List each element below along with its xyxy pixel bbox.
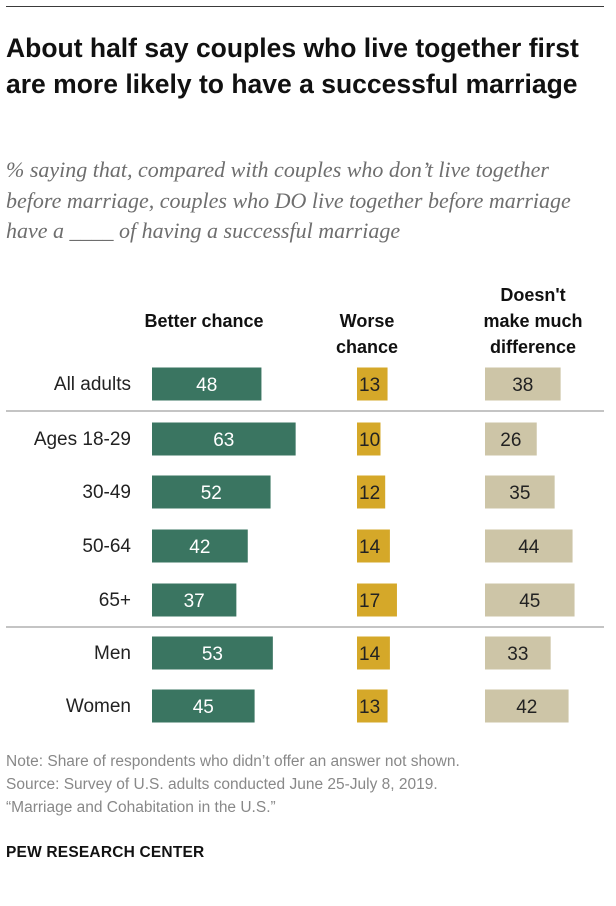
category-label: Women	[66, 696, 131, 717]
value-label-worse: 17	[359, 591, 380, 612]
chart-title: About half say couples who live together…	[6, 33, 579, 99]
bar-nodiff	[485, 529, 573, 563]
value-label-better: 42	[189, 537, 210, 558]
bar-worse	[357, 583, 397, 617]
bar-better	[152, 529, 248, 563]
bar-better	[152, 689, 255, 723]
bar-worse	[357, 422, 381, 456]
bar-better	[152, 422, 296, 456]
value-label-worse: 12	[359, 483, 380, 504]
value-label-better: 63	[213, 430, 234, 451]
value-label-worse: 10	[359, 430, 380, 451]
note-text: Note: Share of respondents who didn’t of…	[6, 753, 460, 770]
category-label: 30-49	[82, 482, 131, 503]
source-text: Source: Survey of U.S. adults conducted …	[6, 776, 438, 793]
category-label: 65+	[99, 590, 131, 611]
bar-nodiff	[485, 422, 537, 456]
value-label-nodiff: 38	[512, 375, 533, 396]
value-label-better: 37	[184, 591, 205, 612]
value-label-nodiff: 26	[500, 430, 521, 451]
bar-nodiff	[485, 367, 561, 401]
value-label-better: 45	[193, 697, 214, 718]
brand-logo-text: PEW RESEARCH CENTER	[6, 844, 205, 861]
bar-nodiff	[485, 475, 555, 509]
value-label-nodiff: 42	[516, 697, 537, 718]
bar-worse	[357, 636, 390, 670]
value-label-worse: 14	[359, 537, 381, 558]
bar-better	[152, 367, 262, 401]
top-rule	[6, 6, 604, 7]
bar-better	[152, 583, 237, 617]
bar-worse	[357, 529, 390, 563]
notes: Note: Share of respondents who didn’t of…	[6, 750, 606, 819]
bar-worse	[357, 475, 386, 509]
value-label-better: 48	[196, 375, 217, 396]
category-label: 50-64	[82, 536, 131, 557]
value-label-nodiff: 33	[507, 644, 528, 665]
value-label-worse: 14	[359, 644, 381, 665]
value-label-better: 52	[201, 483, 222, 504]
bar-worse	[357, 689, 388, 723]
category-label: Ages 18-29	[34, 429, 131, 450]
value-label-worse: 13	[359, 697, 380, 718]
value-label-nodiff: 45	[519, 591, 540, 612]
category-label: Men	[94, 643, 131, 664]
value-label-better: 53	[202, 644, 223, 665]
report-title-text: “Marriage and Cohabitation in the U.S.”	[6, 799, 276, 816]
bar-nodiff	[485, 689, 569, 723]
category-label: All adults	[54, 374, 131, 395]
bar-nodiff	[485, 636, 551, 670]
series-header-2: Worse chance	[336, 311, 398, 357]
chart-subtitle: % saying that, compared with couples who…	[6, 157, 571, 243]
value-label-worse: 13	[359, 375, 380, 396]
value-label-nodiff: 35	[509, 483, 530, 504]
bar-nodiff	[485, 583, 575, 617]
bar-better	[152, 636, 273, 670]
bar-better	[152, 475, 271, 509]
value-label-nodiff: 44	[518, 537, 540, 558]
bar-worse	[357, 367, 388, 401]
series-header-3: Doesn't make much difference	[483, 285, 582, 357]
series-header-1: Better chance	[144, 311, 263, 331]
